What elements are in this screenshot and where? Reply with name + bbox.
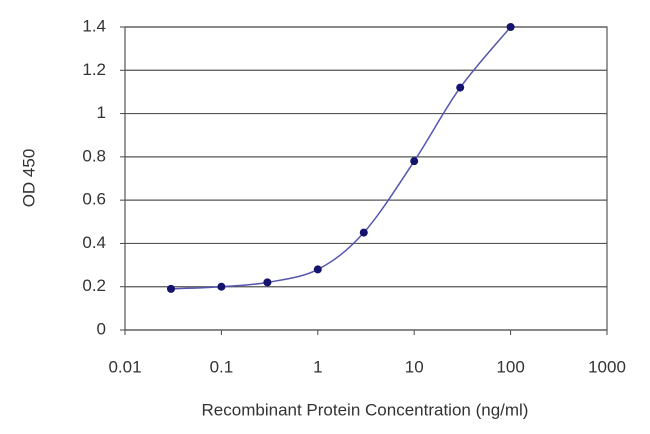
y-tick-label: 0.8	[82, 146, 106, 165]
data-point	[410, 157, 419, 166]
y-tick-label: 0.2	[82, 276, 106, 295]
x-tick-label: 1000	[588, 357, 626, 376]
data-point	[359, 228, 368, 237]
y-tick-label: 0.6	[82, 190, 106, 209]
data-point	[263, 278, 272, 287]
y-tick-label: 0	[97, 319, 106, 338]
y-tick-label: 0.4	[82, 233, 106, 252]
x-tick-label: 0.01	[108, 357, 141, 376]
data-point	[313, 265, 322, 274]
data-point	[506, 23, 515, 31]
x-tick-label: 1	[313, 357, 322, 376]
data-point	[217, 282, 226, 291]
data-point	[166, 284, 175, 293]
x-axis-label: Recombinant Protein Concentration (ng/ml…	[202, 400, 529, 419]
y-tick-label: 1.2	[82, 60, 106, 79]
plot-frame	[124, 26, 608, 331]
data-point	[456, 83, 465, 92]
x-tick-label: 0.1	[210, 357, 234, 376]
y-tick-label: 1	[97, 103, 106, 122]
y-tick-label: 1.4	[82, 16, 106, 35]
x-tick-label: 100	[496, 357, 524, 376]
data-line	[170, 26, 512, 290]
y-axis-label: OD 450	[19, 149, 38, 208]
x-tick-label: 10	[405, 357, 424, 376]
